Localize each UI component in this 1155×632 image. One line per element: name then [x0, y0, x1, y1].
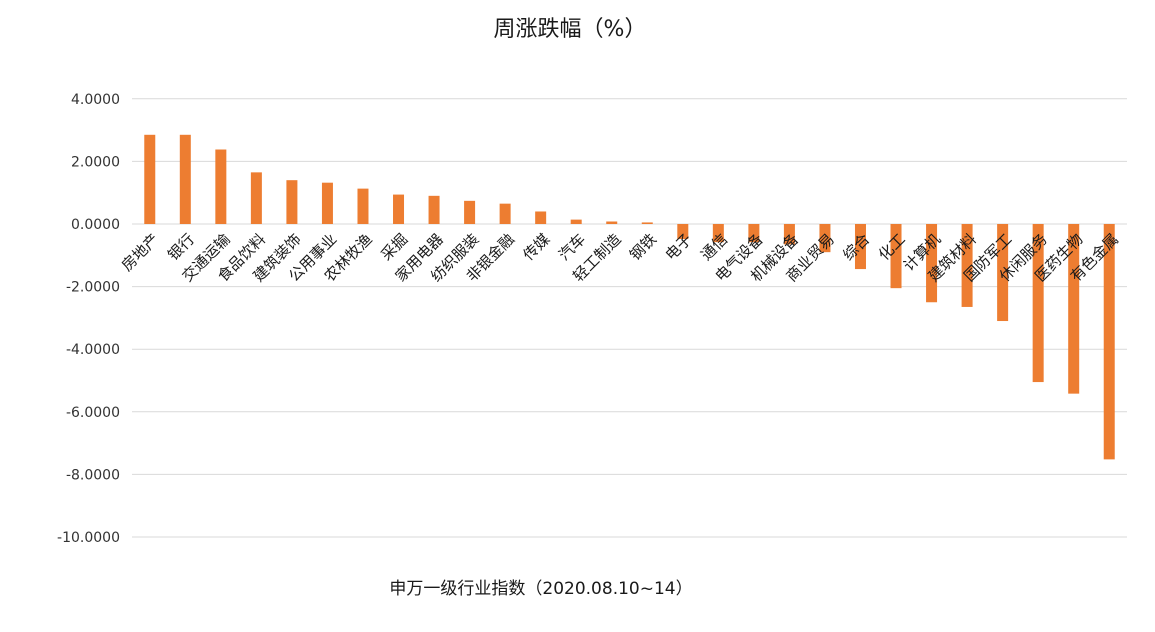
bar [1068, 224, 1080, 394]
bar [641, 222, 653, 224]
chart-title: 周涨跌幅（%） [494, 17, 647, 42]
bar [286, 180, 298, 224]
y-tick-label: -2.0000 [66, 280, 120, 296]
bar [890, 224, 902, 289]
bar [144, 134, 156, 224]
category-label: 钢铁 [626, 230, 660, 264]
category-label: 电子 [662, 230, 696, 264]
category-label: 综合 [839, 230, 873, 264]
y-tick-label: -4.0000 [66, 342, 120, 358]
bar [464, 200, 476, 224]
bars [144, 134, 1115, 460]
bar [321, 182, 333, 224]
bar [499, 203, 511, 224]
bar [712, 224, 724, 243]
bar [748, 224, 760, 243]
y-tick-label: -10.0000 [57, 530, 120, 546]
y-axis-tick-labels: 4.0000 2.0000 0.0000 -2.0000 -4.0000 -6.0000 -… [57, 92, 120, 546]
bar [783, 224, 795, 245]
bar [250, 172, 262, 224]
y-tick-label: 4.0000 [71, 92, 120, 108]
bar [606, 221, 618, 224]
bar [393, 194, 405, 224]
y-tick-label: -6.0000 [66, 405, 120, 421]
category-label: 传媒 [520, 230, 554, 264]
bar [428, 195, 440, 224]
bar [1103, 224, 1115, 460]
x-axis-label: 申万一级行业指数（2020.08.10~14） [389, 579, 692, 599]
y-tick-label: 0.0000 [71, 217, 120, 233]
y-tick-label: -8.0000 [66, 467, 120, 483]
bar [961, 224, 973, 307]
bar [819, 224, 831, 253]
gridlines [132, 98, 1127, 538]
bar [215, 149, 227, 224]
bar [926, 224, 938, 303]
category-label: 房地产 [118, 230, 163, 275]
bar [1032, 224, 1044, 383]
bar [854, 224, 866, 270]
bar [179, 134, 191, 224]
bar [535, 211, 547, 224]
bar [677, 224, 689, 240]
bar [997, 224, 1009, 322]
y-tick-label: 2.0000 [71, 154, 120, 170]
bar [357, 188, 369, 224]
bar [570, 219, 582, 224]
